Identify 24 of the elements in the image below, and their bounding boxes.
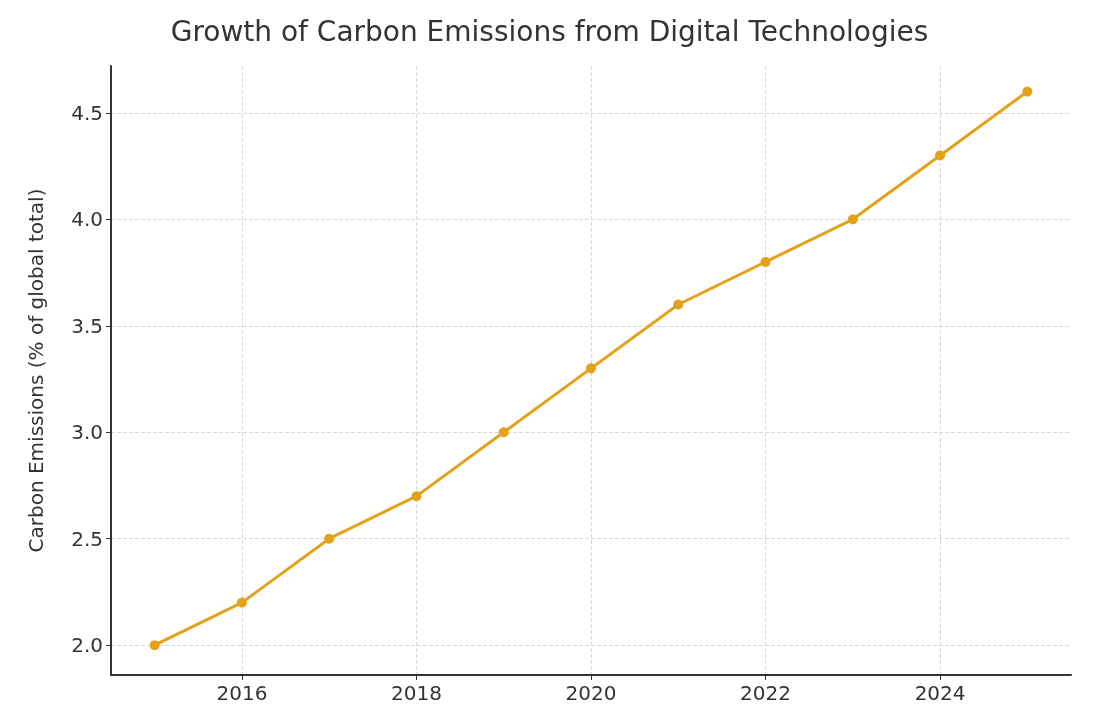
point	[236, 597, 247, 608]
point	[411, 491, 422, 502]
y-tick-label: 2.5	[71, 526, 103, 551]
y-axis-title: Carbon Emissions (% of global total)	[24, 188, 48, 553]
chart-title: Growth of Carbon Emissions from Digital Technologies	[170, 14, 929, 48]
point	[847, 214, 858, 225]
point	[149, 640, 160, 651]
point	[586, 363, 596, 374]
y-tick-label: 2.0	[71, 633, 103, 658]
point	[760, 256, 771, 267]
point	[324, 533, 335, 544]
y-tick-label: 3.5	[71, 313, 103, 338]
y-tick-label: 4.0	[71, 207, 103, 232]
x-tick-label: 2022	[740, 681, 791, 705]
x-tick-label: 2016	[216, 681, 268, 705]
y-tick-label: 3.0	[71, 420, 103, 445]
x-tick-label: 2018	[391, 681, 442, 705]
point	[498, 427, 509, 438]
point	[1022, 86, 1033, 97]
point	[935, 150, 946, 161]
point	[673, 299, 684, 310]
y-tick-label: 4.5	[71, 100, 103, 125]
x-tick-label: 2020	[565, 681, 617, 705]
x-tick-label: 2024	[914, 681, 966, 705]
